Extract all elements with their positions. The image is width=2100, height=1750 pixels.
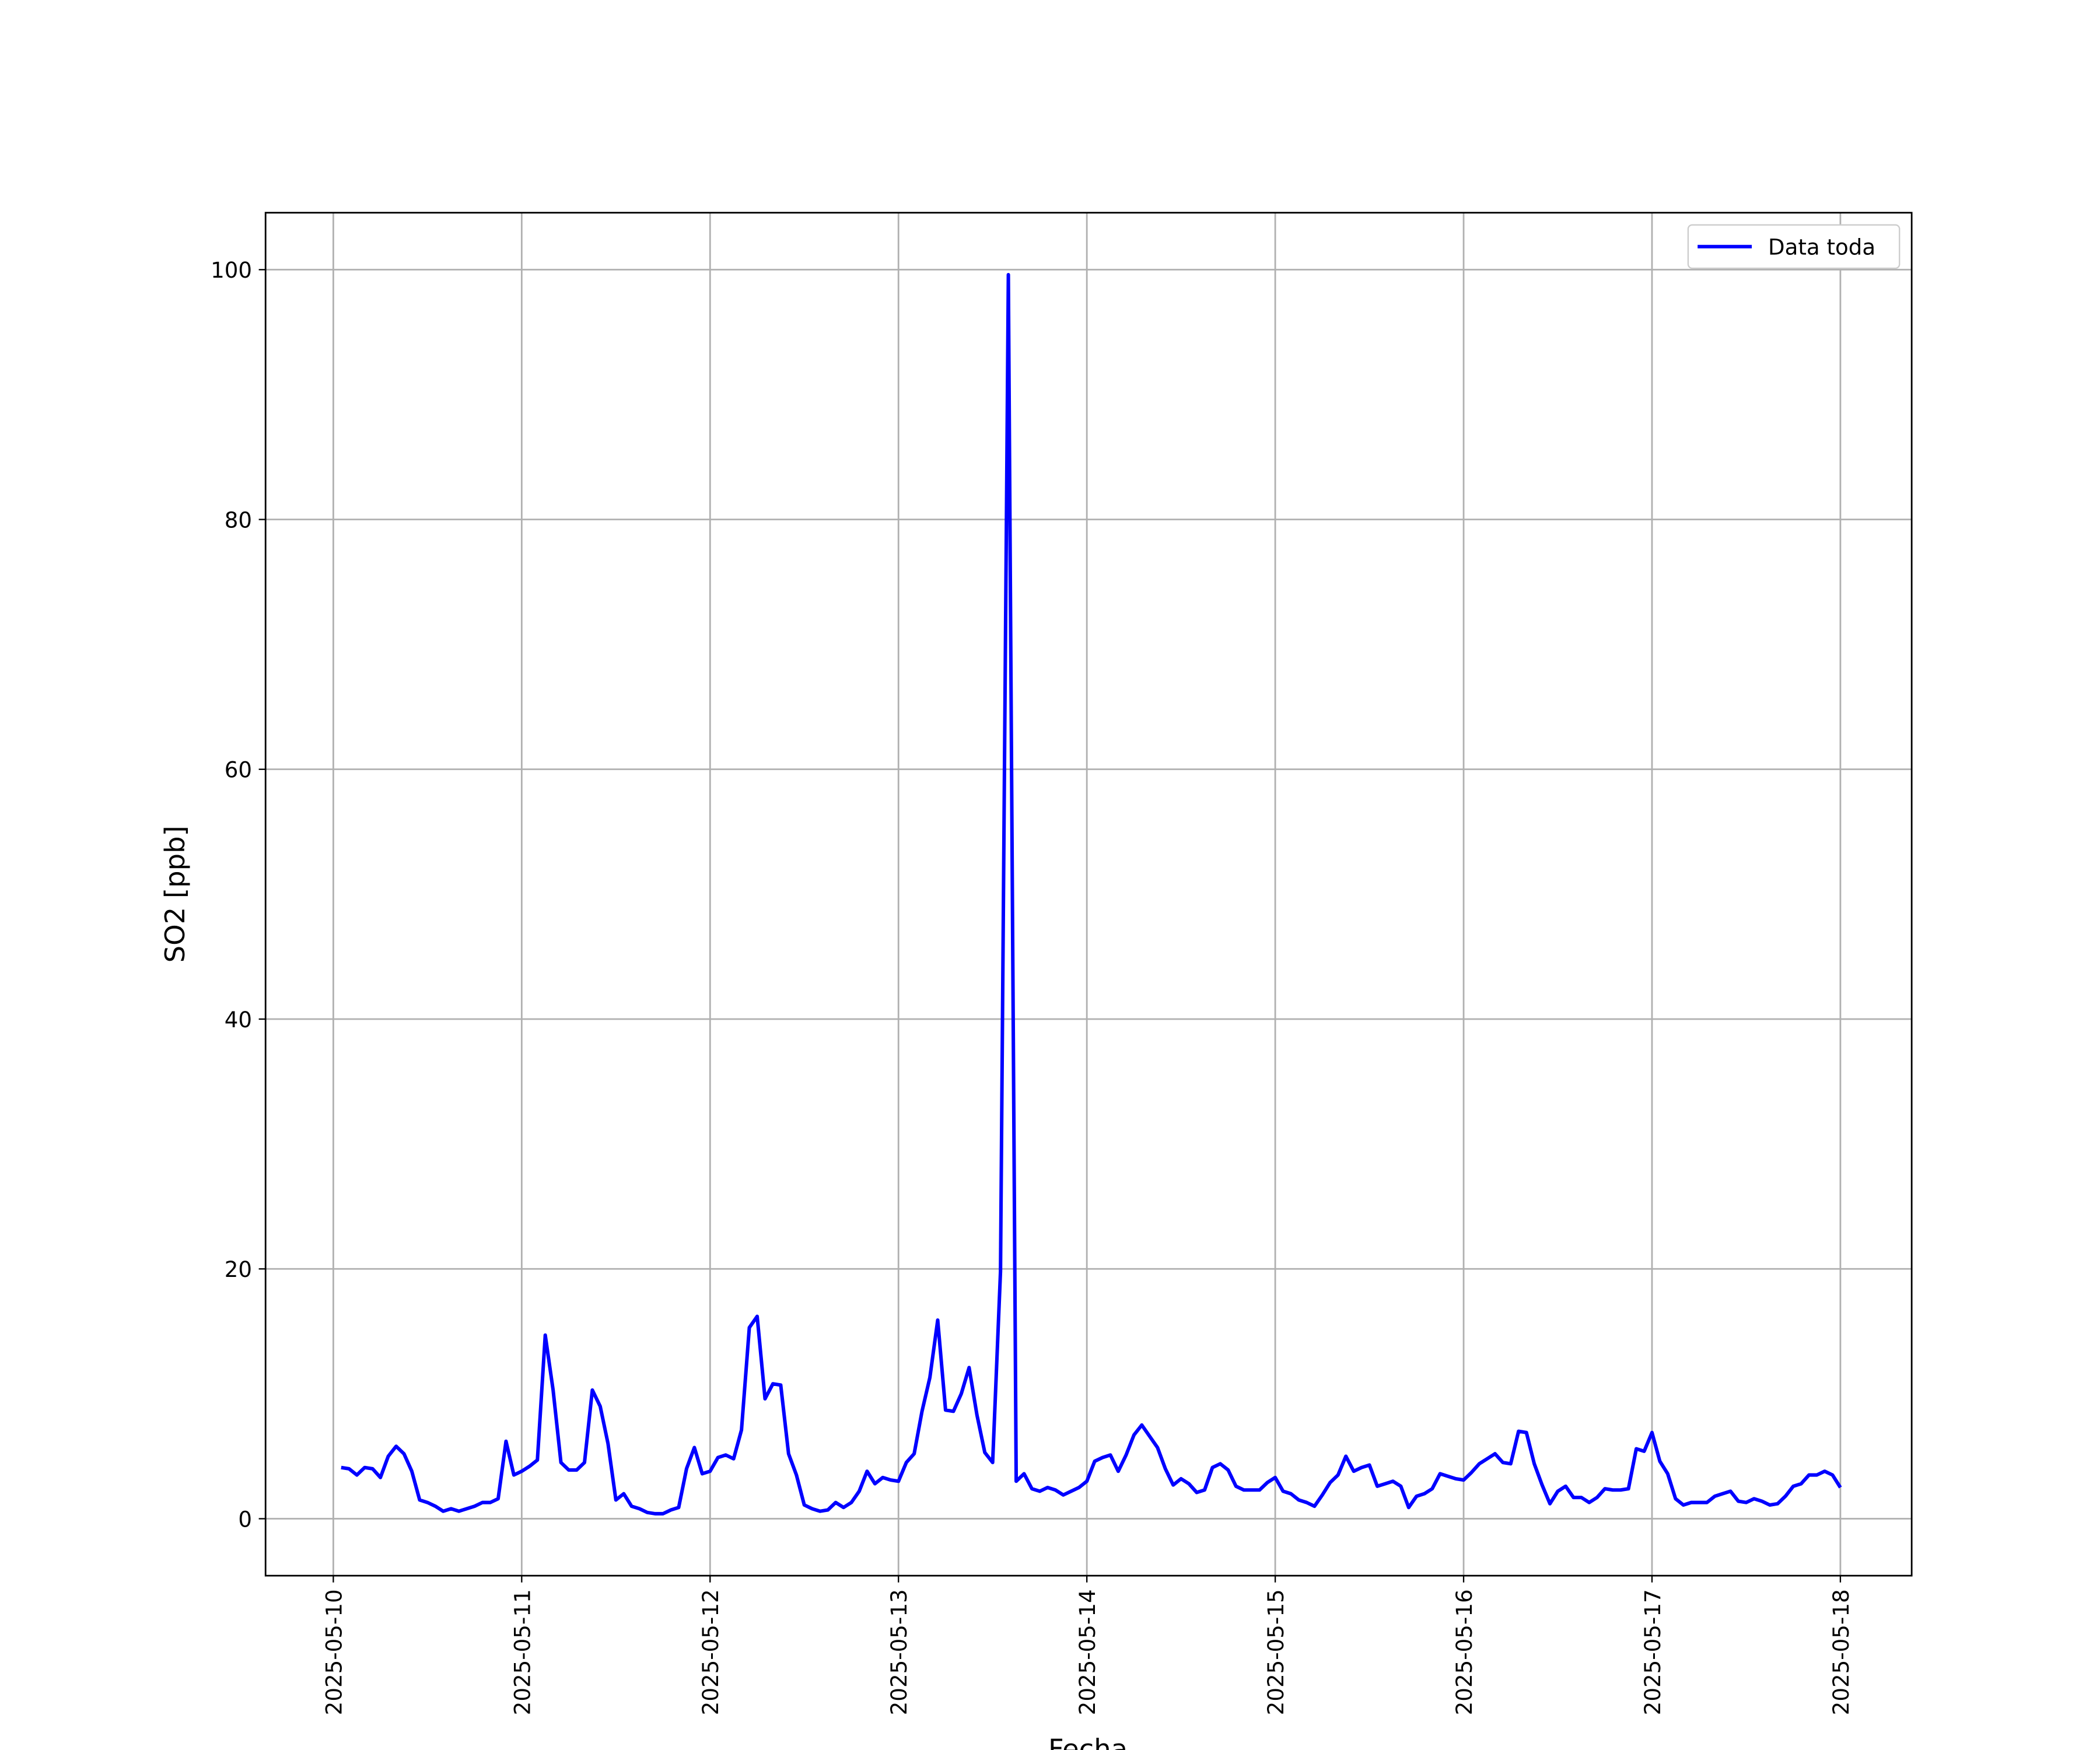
ticks: 0 20 40 60 80 100 2025-05-10 2025-05-11 2025-05-… <box>211 258 1854 1715</box>
x-tick-label: 2025-05-13 <box>887 1589 912 1715</box>
x-tick-label: 2025-05-15 <box>1264 1589 1289 1715</box>
x-tick-label: 2025-05-16 <box>1452 1589 1477 1715</box>
x-axis-label: Fecha <box>1048 1734 1128 1750</box>
y-tick-label: 80 <box>225 508 252 533</box>
y-tick-label: 100 <box>211 258 252 283</box>
x-tick-label: 2025-05-17 <box>1640 1589 1665 1715</box>
plot-area <box>341 272 1842 1516</box>
x-tick-label: 2025-05-18 <box>1829 1589 1854 1715</box>
x-tick-label: 2025-05-11 <box>510 1589 535 1715</box>
x-tick-label: 2025-05-10 <box>321 1589 346 1715</box>
y-axis-label: SO2 [ppb] <box>159 825 191 963</box>
y-tick-label: 60 <box>225 758 252 783</box>
y-tick-label: 20 <box>225 1257 252 1282</box>
axes-frame <box>264 212 1913 1577</box>
legend: Data toda <box>1687 224 1901 270</box>
y-tick-label: 0 <box>238 1507 252 1532</box>
series-line <box>341 272 1842 1516</box>
x-tick-label: 2025-05-14 <box>1075 1589 1100 1715</box>
y-tick-label: 40 <box>225 1007 252 1032</box>
legend-box <box>1687 224 1901 270</box>
x-tick-label: 2025-05-12 <box>698 1589 723 1715</box>
grid <box>265 212 1912 1576</box>
legend-label: Data toda <box>1768 235 1875 260</box>
